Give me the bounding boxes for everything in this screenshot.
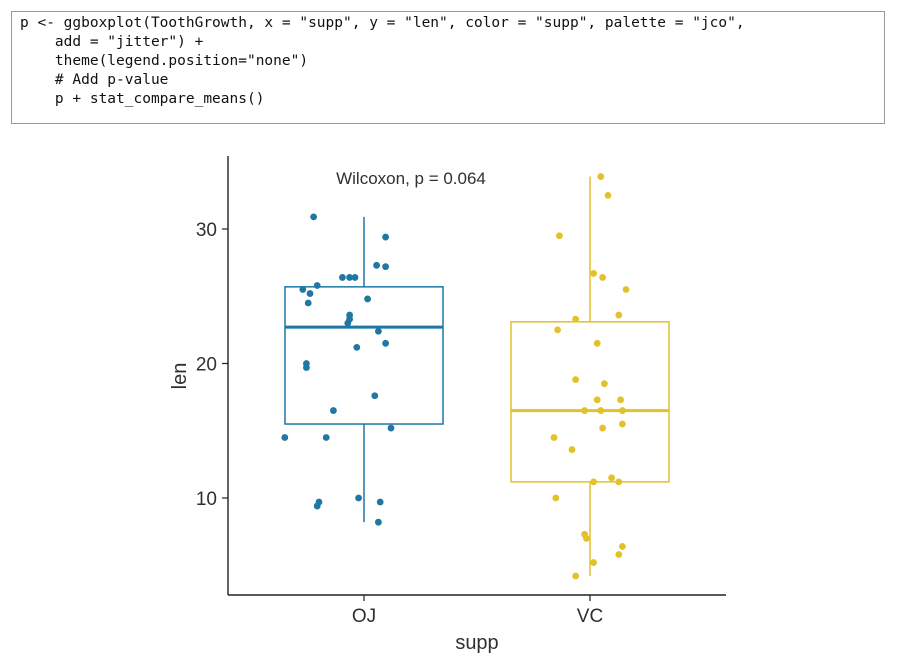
- data-point: [608, 474, 615, 482]
- data-point: [593, 339, 601, 347]
- data-point: [572, 572, 579, 580]
- data-point: [619, 420, 626, 428]
- data-point: [306, 290, 314, 297]
- data-point: [351, 274, 359, 281]
- data-point: [552, 494, 560, 502]
- data-point: [382, 339, 389, 347]
- data-point: [281, 434, 289, 441]
- annotation-label: Wilcoxon, p = 0.064: [336, 169, 486, 188]
- box-oj: [284, 286, 444, 425]
- data-point: [597, 173, 605, 180]
- data-point: [615, 551, 623, 558]
- code-line: p + stat_compare_means(): [20, 91, 265, 107]
- y-axis-label: len: [169, 363, 191, 390]
- data-point: [322, 434, 330, 441]
- data-point: [313, 282, 321, 289]
- data-point: [572, 315, 579, 323]
- data-point: [299, 286, 307, 293]
- data-point: [353, 343, 361, 351]
- data-point: [599, 424, 606, 432]
- data-point: [599, 274, 606, 281]
- data-point: [303, 364, 310, 371]
- x-tick-label: VC: [577, 606, 603, 627]
- y-tick-label: 20: [196, 355, 217, 376]
- code-line: theme(legend.position="none"): [20, 53, 309, 69]
- data-point: [330, 407, 337, 414]
- data-point: [597, 407, 605, 414]
- data-point: [355, 494, 362, 502]
- data-point: [554, 326, 561, 334]
- data-point: [382, 233, 389, 241]
- data-point: [310, 213, 317, 221]
- box-vc: [510, 321, 670, 483]
- plot-layer: 10 20 30 OJ VC: [196, 156, 726, 627]
- data-point: [601, 380, 608, 388]
- code-line: p <- ggboxplot(ToothGrowth, x = "supp", …: [20, 15, 745, 31]
- data-point: [604, 191, 612, 199]
- data-point: [373, 261, 380, 269]
- data-point: [339, 274, 346, 281]
- y-tick-label: 10: [196, 489, 217, 510]
- data-point: [590, 478, 597, 486]
- x-tick-label: OJ: [352, 606, 376, 627]
- data-point: [382, 263, 389, 271]
- data-point: [622, 286, 630, 293]
- data-point: [346, 274, 353, 281]
- data-point: [375, 327, 382, 335]
- y-tick-label: 30: [196, 220, 217, 241]
- data-point: [376, 498, 384, 506]
- data-point: [371, 392, 379, 400]
- data-point: [619, 407, 626, 414]
- data-point: [387, 424, 395, 432]
- data-point: [568, 446, 576, 453]
- data-point: [375, 518, 382, 526]
- data-point: [550, 434, 558, 441]
- data-point: [304, 299, 312, 307]
- data-point: [556, 232, 563, 240]
- code-panel: p <- ggboxplot(ToothGrowth, x = "supp", …: [11, 11, 885, 124]
- data-point: [344, 319, 352, 327]
- data-point: [364, 295, 371, 303]
- data-point: [615, 311, 623, 319]
- data-point: [619, 543, 626, 550]
- x-axis-label: supp: [455, 632, 498, 654]
- code-line: add = "jitter") +: [20, 34, 204, 50]
- data-point: [615, 478, 623, 486]
- data-point: [617, 396, 624, 404]
- data-point: [590, 559, 597, 566]
- data-point: [313, 502, 321, 510]
- data-point: [581, 407, 588, 414]
- data-point: [590, 269, 597, 277]
- code-line: # Add p-value: [20, 72, 169, 88]
- data-point: [572, 376, 579, 384]
- data-point: [583, 534, 590, 542]
- data-point: [593, 396, 601, 404]
